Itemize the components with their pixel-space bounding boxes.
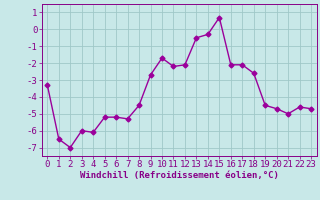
- X-axis label: Windchill (Refroidissement éolien,°C): Windchill (Refroidissement éolien,°C): [80, 171, 279, 180]
